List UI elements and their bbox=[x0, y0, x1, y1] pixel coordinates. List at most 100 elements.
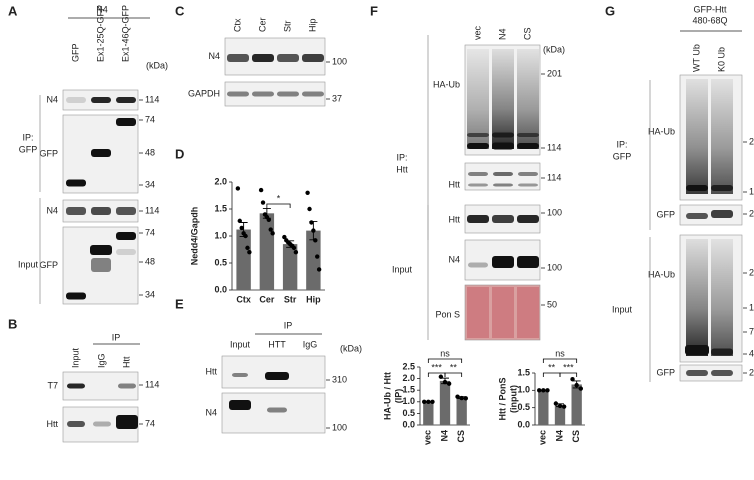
band bbox=[686, 213, 708, 219]
row-label: N4 bbox=[208, 51, 220, 61]
band bbox=[67, 383, 85, 389]
x-tick-label: N4 bbox=[554, 430, 564, 442]
marker-label: 34 bbox=[145, 289, 155, 299]
lane-label: WT Ub bbox=[691, 44, 701, 72]
lane-label: vec bbox=[472, 25, 482, 40]
band bbox=[517, 256, 539, 268]
panel-letter: G bbox=[605, 3, 615, 18]
marker-label: 34 bbox=[145, 179, 155, 189]
data-point bbox=[260, 200, 266, 205]
row-label: HA-Ub bbox=[648, 126, 675, 136]
lane-label: IgG bbox=[96, 353, 106, 368]
ip-label: GFP bbox=[19, 144, 38, 154]
band bbox=[227, 91, 249, 97]
data-point bbox=[316, 267, 322, 272]
marker-label: 114 bbox=[145, 379, 159, 389]
data-point bbox=[311, 228, 316, 233]
row-label: N4 bbox=[448, 254, 460, 264]
y-axis-label: Htt / PonS bbox=[497, 378, 507, 421]
lane-label: CS bbox=[522, 27, 532, 40]
data-point bbox=[282, 234, 287, 240]
row-label: N4 bbox=[205, 407, 217, 417]
band bbox=[685, 345, 709, 355]
band bbox=[116, 207, 136, 215]
band bbox=[91, 258, 111, 272]
band bbox=[493, 172, 513, 176]
lane-label: Ctx bbox=[232, 18, 242, 32]
lane-label: HTT bbox=[268, 339, 286, 349]
unit-label: (kDa) bbox=[146, 60, 168, 70]
band bbox=[517, 287, 539, 338]
data-point bbox=[258, 187, 264, 193]
x-tick-label: vec bbox=[538, 430, 548, 445]
data-point bbox=[553, 401, 559, 406]
row-label: GFP bbox=[656, 209, 675, 219]
band bbox=[517, 133, 539, 137]
band bbox=[492, 215, 514, 223]
panel-letter: A bbox=[8, 3, 18, 18]
smear bbox=[517, 49, 539, 149]
panel-letter: D bbox=[175, 146, 184, 161]
marker-label: 201 bbox=[547, 68, 562, 78]
band bbox=[265, 372, 289, 380]
bar bbox=[259, 213, 275, 290]
y-tick-label: 1.5 bbox=[517, 367, 530, 377]
x-tick-label: Cer bbox=[259, 294, 275, 304]
row-label: Pon S bbox=[435, 309, 460, 319]
data-point bbox=[305, 190, 310, 195]
band bbox=[492, 132, 514, 138]
unit-label: (kDa) bbox=[543, 44, 565, 54]
header: GFP-Htt bbox=[694, 4, 727, 14]
data-point bbox=[239, 225, 244, 231]
panel-letter: C bbox=[175, 3, 185, 18]
marker-label: 48 bbox=[145, 256, 155, 266]
data-point bbox=[463, 396, 468, 401]
band bbox=[91, 207, 111, 215]
band bbox=[492, 142, 514, 150]
band bbox=[468, 183, 488, 187]
bar bbox=[236, 229, 251, 290]
lane-label: Cer bbox=[257, 17, 267, 32]
band bbox=[118, 383, 136, 389]
sig-bracket bbox=[542, 372, 561, 377]
data-point bbox=[426, 399, 431, 404]
band bbox=[66, 292, 86, 300]
band bbox=[302, 91, 324, 97]
data-point bbox=[578, 386, 583, 391]
band bbox=[90, 245, 112, 255]
band bbox=[116, 97, 136, 103]
lane-label: Hip bbox=[307, 18, 317, 32]
band bbox=[468, 262, 488, 268]
header: N4 bbox=[96, 4, 108, 14]
band bbox=[467, 215, 489, 223]
input-label: Input bbox=[612, 304, 633, 314]
band bbox=[267, 407, 287, 413]
band bbox=[493, 183, 513, 187]
data-point bbox=[459, 395, 464, 401]
row-label: Htt bbox=[46, 419, 58, 429]
x-tick-label: Str bbox=[284, 294, 297, 304]
band bbox=[116, 415, 138, 429]
x-tick-label: Hip bbox=[306, 294, 321, 304]
data-point bbox=[537, 388, 542, 393]
y-axis-label: HA-Ub / Htt bbox=[382, 372, 392, 420]
data-point bbox=[243, 233, 248, 239]
band bbox=[302, 54, 324, 62]
row-label: GFP bbox=[39, 260, 58, 270]
smear bbox=[711, 79, 733, 194]
y-tick-label: 0.5 bbox=[214, 257, 227, 267]
data-point bbox=[313, 238, 318, 243]
ip-label: GFP bbox=[613, 151, 632, 161]
row-label: Htt bbox=[448, 179, 460, 189]
marker-label: 74 bbox=[145, 418, 155, 428]
lane-label: IgG bbox=[303, 339, 318, 349]
marker-label: 201 bbox=[749, 267, 754, 277]
y-tick-label: 1.0 bbox=[402, 396, 415, 406]
y-axis-label: Nedd4/Gapdh bbox=[189, 207, 199, 266]
band bbox=[252, 54, 274, 62]
band bbox=[66, 179, 86, 187]
data-point bbox=[266, 217, 271, 222]
marker-label: 114 bbox=[547, 172, 561, 182]
lane-label: Str bbox=[282, 20, 292, 32]
